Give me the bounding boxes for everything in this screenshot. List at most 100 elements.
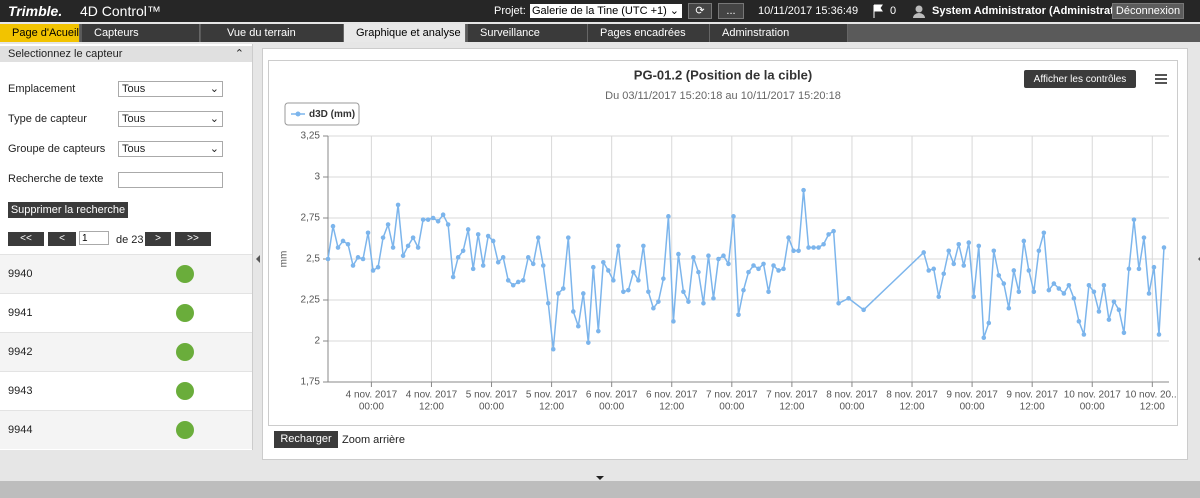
x-tick-label: 4 nov. 2017: [406, 390, 458, 401]
data-point: [836, 300, 841, 306]
sensor-row[interactable]: 9943: [0, 371, 252, 410]
data-point: [606, 268, 611, 273]
flag-count: 0: [890, 5, 897, 17]
data-point: [951, 261, 957, 267]
filter-value: Tous: [122, 83, 146, 95]
first-button[interactable]: <<: [8, 232, 44, 246]
data-point: [681, 289, 686, 295]
data-point: [410, 235, 416, 240]
data-point: [626, 287, 631, 293]
data-point: [490, 238, 496, 244]
sensor-row[interactable]: 9942: [0, 332, 252, 371]
next-button[interactable]: >: [145, 232, 171, 246]
tab[interactable]: Vue du terrain: [201, 24, 344, 42]
x-tick-label: 7 nov. 2017: [706, 390, 758, 401]
data-point: [330, 223, 336, 229]
x-tick-label: 9 nov. 2017: [946, 390, 998, 401]
logout-button[interactable]: Déconnexion: [1112, 3, 1184, 19]
reload-button[interactable]: Recharger: [274, 431, 338, 448]
tab[interactable]: Pages encadrées: [588, 24, 710, 42]
x-tick-label: 00:00: [479, 402, 504, 413]
x-tick-label: 8 nov. 2017: [826, 390, 878, 401]
expand-arrow[interactable]: [1194, 255, 1200, 263]
tab[interactable]: Surveillance: [468, 24, 588, 42]
filter-select[interactable]: Tous ⌄: [118, 141, 223, 157]
data-point: [941, 271, 947, 277]
sensor-row[interactable]: 9940: [0, 254, 252, 293]
chart: PG-01.2 (Position de la cible) Du 03/11/…: [268, 60, 1178, 426]
data-point: [360, 256, 366, 262]
data-point: [636, 278, 641, 283]
page-input[interactable]: [79, 231, 109, 245]
data-point: [661, 276, 666, 281]
bottom-arrow[interactable]: [596, 476, 604, 484]
data-point: [971, 294, 977, 300]
sensor-icon: [176, 265, 194, 283]
data-point: [931, 266, 937, 272]
data-point: [1016, 289, 1022, 295]
data-point: [601, 259, 606, 265]
tab[interactable]: Page d'Acueil: [0, 24, 80, 42]
legend-symbol: [295, 111, 301, 117]
data-point: [596, 328, 601, 334]
data-point: [1051, 281, 1057, 286]
data-point: [736, 312, 741, 318]
chart-title: PG-01.2 (Position de la cible): [634, 67, 812, 82]
data-point: [520, 278, 526, 283]
data-point: [666, 214, 671, 219]
data-point: [691, 255, 696, 260]
data-point: [696, 269, 701, 275]
project-select[interactable]: Galerie de la Tine (UTC +1) ⌄: [530, 4, 682, 18]
data-point: [646, 289, 651, 295]
x-tick-label: 7 nov. 2017: [766, 390, 818, 401]
flag-icon: [873, 4, 883, 18]
data-point: [340, 238, 346, 244]
last-button[interactable]: >>: [175, 232, 211, 246]
data-point: [706, 253, 711, 259]
sensor-icon: [176, 382, 194, 400]
clear-button[interactable]: Supprimer la recherche: [8, 202, 128, 218]
data-point: [861, 307, 866, 313]
data-point: [475, 232, 481, 237]
y-tick-label: 1,75: [301, 377, 321, 388]
data-point: [806, 245, 811, 250]
data-point: [565, 235, 571, 240]
prev-button[interactable]: <: [48, 232, 76, 246]
sensor-icon: [176, 421, 194, 439]
data-point: [1006, 305, 1012, 311]
data-point: [1081, 332, 1087, 337]
tab[interactable]: Adminstration: [710, 24, 848, 42]
x-tick-label: 12:00: [419, 402, 444, 413]
menu-icon[interactable]: [1155, 74, 1167, 84]
x-tick-label: 00:00: [719, 402, 744, 413]
refresh-button[interactable]: ⟳: [688, 3, 712, 19]
data-point: [415, 245, 421, 250]
data-point: [651, 305, 656, 311]
tab[interactable]: Graphique et analyse: [344, 24, 466, 42]
data-point: [796, 248, 801, 254]
x-tick-label: 5 nov. 2017: [466, 390, 518, 401]
user-name: System Administrator (Administrateur): [932, 5, 1135, 17]
sensor-row[interactable]: 9944: [0, 410, 252, 449]
zoom-out[interactable]: Zoom arrière: [342, 434, 405, 446]
data-point: [515, 279, 521, 285]
data-point: [1151, 264, 1157, 270]
data-point: [465, 227, 471, 232]
sensor-icon: [176, 304, 194, 322]
data-point: [676, 251, 681, 257]
filter-select[interactable]: Tous ⌄: [118, 81, 223, 97]
collapse-arrow[interactable]: [252, 255, 260, 263]
data-point: [1031, 289, 1037, 295]
data-point: [936, 294, 942, 300]
data-point: [470, 266, 476, 272]
show-controls-button[interactable]: [1024, 70, 1136, 88]
page-count: de 23: [116, 234, 144, 246]
search-input[interactable]: [118, 172, 223, 188]
tab[interactable]: Capteurs: [82, 24, 200, 42]
data-point: [1071, 296, 1077, 301]
sensor-row[interactable]: 9941: [0, 293, 252, 332]
filter-select[interactable]: Tous ⌄: [118, 111, 223, 127]
data-point: [1066, 282, 1072, 288]
more-button[interactable]: ...: [718, 3, 744, 19]
search-label: Recherche de texte: [8, 173, 104, 185]
